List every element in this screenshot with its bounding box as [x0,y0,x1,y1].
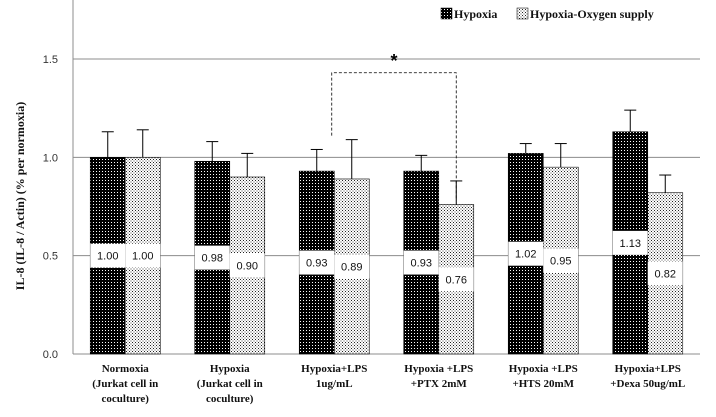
error-bars [101,109,672,205]
category-label: Hypoxia +LPS +HTS 20mM [509,363,578,390]
data-label-box [543,248,579,273]
data-label: 1.02 [515,249,536,261]
significance-bracket: * [331,51,457,201]
data-label: 0.82 [655,268,676,280]
data-label: 0.76 [446,274,467,286]
data-labels: 1.00 0.98 0.93 0.93 1.02 1.13 1.00 0.90 0.89 0.76… [90,230,683,292]
data-label-box [508,241,544,266]
data-label-box [612,230,648,255]
y-axis-label: IL-8 (IL-8 / Actin) (% per normoxia) [13,102,27,290]
legend-label-oxygen-supply: Hypoxia-Oxygen supply [530,7,654,21]
data-label-box [403,250,439,275]
data-label: 0.89 [341,261,362,273]
y-tick-label: 0.0 [43,349,58,361]
data-label: 1.13 [620,238,641,250]
data-label: 0.98 [202,253,223,265]
significance-mark: * [390,51,397,71]
legend-swatch-oxygen-supply [516,7,529,20]
data-label: 0.90 [237,261,258,273]
category-label: Hypoxia+LPS 1ug/mL [301,363,367,390]
category-label: Hypoxia +LPS +PTX 2mM [404,363,473,390]
data-label-box [299,250,335,275]
data-label: 0.95 [550,256,571,268]
category-label: Normoxia (Jurkat cell in coculture) [92,363,158,405]
legend-swatch-hypoxia [440,7,453,20]
category-label: Hypoxia (Jurkat cell in coculture) [197,363,263,405]
y-tick-label: 0.5 [43,251,58,263]
data-label-box [647,261,683,286]
legend: Hypoxia Hypoxia-Oxygen supply [440,7,654,21]
data-label: 1.00 [132,251,153,263]
data-label: 0.93 [411,258,432,270]
y-tick-label: 1.5 [43,54,58,66]
data-label: 1.00 [97,251,118,263]
data-label-box [229,253,265,278]
significance-bracket-line [331,72,457,201]
gridlines [72,0,700,355]
data-label-box [334,254,370,279]
legend-label-hypoxia: Hypoxia [454,7,497,21]
bars [89,131,684,355]
y-axis-ticks: 0.0 0.5 1.0 1.5 [43,54,58,361]
data-label-box [438,267,474,292]
y-tick-label: 1.0 [43,152,58,164]
data-label-box [125,243,161,268]
category-label: Hypoxia+LPS +Dexa 50ug/mL [610,363,685,390]
data-label-box [194,245,230,270]
category-labels: Normoxia (Jurkat cell in coculture) Hypoxia… [92,363,685,405]
data-label-box [90,243,126,268]
data-label: 0.93 [306,258,327,270]
